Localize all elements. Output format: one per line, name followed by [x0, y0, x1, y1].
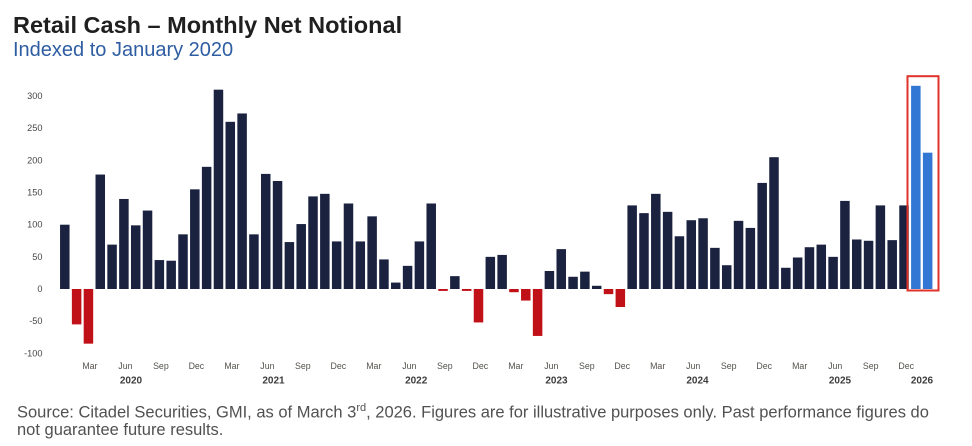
svg-text:Dec: Dec: [472, 361, 488, 371]
svg-text:2025: 2025: [829, 376, 852, 387]
svg-text:2022: 2022: [405, 376, 428, 387]
svg-text:Mar: Mar: [366, 361, 381, 371]
svg-text:Sep: Sep: [863, 361, 879, 371]
svg-text:Sep: Sep: [437, 361, 453, 371]
svg-text:Sep: Sep: [295, 361, 311, 371]
svg-text:Dec: Dec: [898, 361, 914, 371]
svg-text:150: 150: [27, 188, 42, 198]
svg-text:Mar: Mar: [650, 361, 665, 371]
svg-text:0: 0: [37, 284, 42, 294]
svg-text:-50: -50: [29, 316, 42, 326]
svg-text:Dec: Dec: [189, 361, 205, 371]
svg-text:Mar: Mar: [82, 361, 97, 371]
svg-text:100: 100: [27, 220, 42, 230]
svg-text:Mar: Mar: [224, 361, 239, 371]
svg-text:2020: 2020: [120, 376, 143, 387]
svg-text:Jun: Jun: [686, 361, 700, 371]
svg-text:Jun: Jun: [260, 361, 274, 371]
svg-text:Jun: Jun: [118, 361, 132, 371]
svg-text:Mar: Mar: [792, 361, 807, 371]
svg-text:2021: 2021: [262, 376, 285, 387]
svg-text:Sep: Sep: [153, 361, 169, 371]
svg-text:50: 50: [32, 252, 42, 262]
svg-text:Dec: Dec: [614, 361, 630, 371]
svg-text:200: 200: [27, 155, 42, 165]
svg-text:Sep: Sep: [721, 361, 737, 371]
svg-text:2024: 2024: [686, 376, 709, 387]
svg-text:Sep: Sep: [579, 361, 595, 371]
svg-text:2023: 2023: [545, 376, 568, 387]
svg-text:Mar: Mar: [508, 361, 523, 371]
svg-text:300: 300: [27, 91, 42, 101]
svg-text:250: 250: [27, 123, 42, 133]
svg-text:2026: 2026: [911, 376, 934, 387]
svg-text:Jun: Jun: [544, 361, 558, 371]
svg-text:Dec: Dec: [330, 361, 346, 371]
svg-text:-100: -100: [24, 348, 42, 358]
svg-text:Jun: Jun: [402, 361, 416, 371]
svg-text:Jun: Jun: [828, 361, 842, 371]
svg-text:Dec: Dec: [756, 361, 772, 371]
